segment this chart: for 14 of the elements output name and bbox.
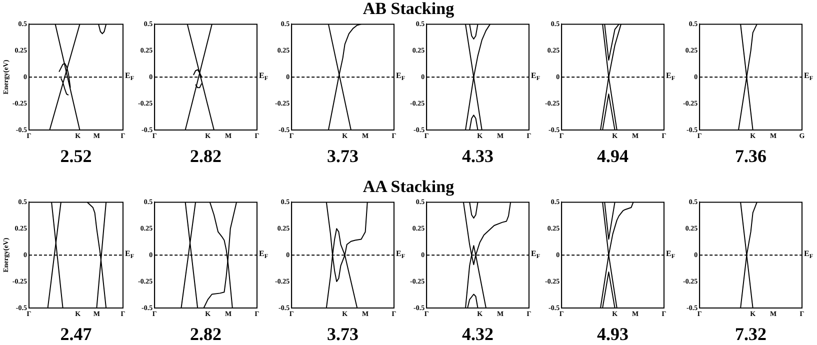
x-axis-title: 2.52 [60,146,92,166]
x-axis-title: 3.73 [327,324,359,344]
x-axis-title: 3.73 [327,146,359,166]
x-axis-title: 4.33 [462,146,494,166]
x-axis-title: 4.93 [597,324,629,344]
chart-title: AA Stacking [362,177,456,196]
x-axis-title: 2.82 [190,324,222,344]
x-axis-title: 7.36 [735,146,767,166]
x-axis-title: 2.82 [190,146,222,166]
x-axis-title: 4.32 [462,324,494,344]
chart-title: AB Stacking [362,0,456,18]
x-axis-title: 7.32 [735,324,767,344]
x-axis-title: 4.94 [597,146,629,166]
x-axis-title: 2.47 [60,324,92,344]
